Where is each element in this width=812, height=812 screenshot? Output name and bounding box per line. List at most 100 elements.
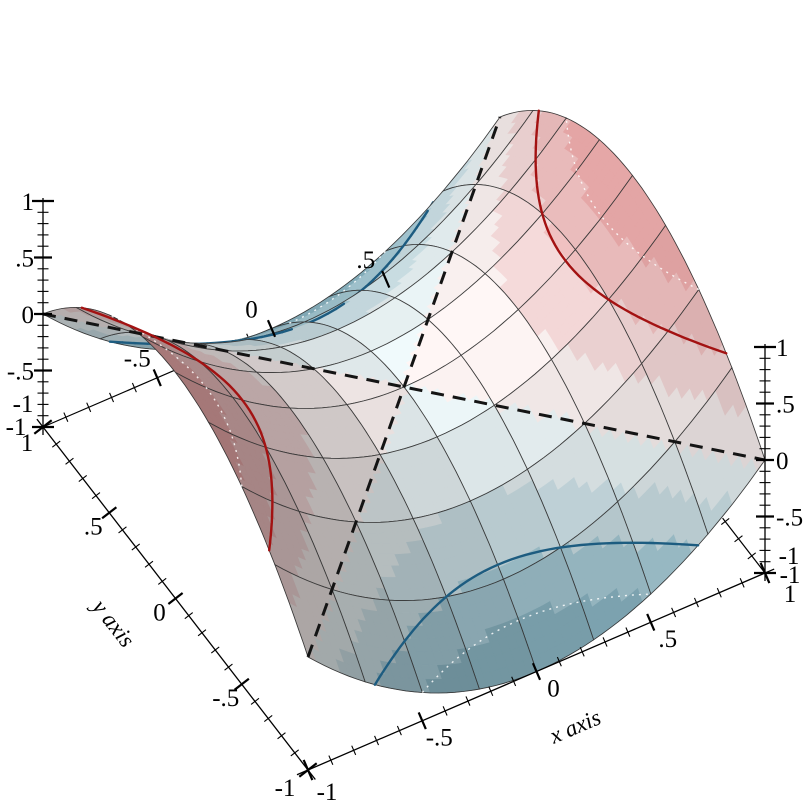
- contour-negative-back: [250, 335, 264, 341]
- contour-negative-back: [133, 341, 149, 345]
- y-tick-label: .5: [84, 514, 103, 541]
- axis-tick: [488, 686, 494, 697]
- axis-tick: [302, 759, 314, 781]
- axis-tick: [716, 587, 722, 598]
- axis-tick: [224, 663, 233, 671]
- axis-tick: [442, 706, 448, 716]
- surface: [41, 109, 766, 694]
- surface-cell: [559, 500, 652, 641]
- surface-cell: [508, 117, 600, 215]
- surface-cell: [199, 361, 291, 409]
- x-tick-label: .5: [658, 626, 677, 653]
- surface-cell: [574, 174, 667, 301]
- contour-negative-back: [385, 257, 395, 268]
- contour-negative-back: [391, 250, 401, 261]
- axis-tick: [531, 662, 542, 681]
- contour-positive-right: [534, 109, 728, 355]
- axis-tick: [625, 627, 631, 637]
- surface-cell: [427, 273, 519, 356]
- contours: [42, 109, 766, 693]
- axis-tick: [263, 715, 273, 723]
- axis-tick: [63, 412, 69, 422]
- axis-tick: [33, 419, 53, 435]
- back-y-axis-line: [722, 517, 766, 574]
- corner-label: -1: [317, 779, 338, 806]
- contour-negative-back: [378, 264, 388, 275]
- z-left-tick-label: 1: [22, 189, 35, 216]
- contour-negative-back: [326, 307, 338, 315]
- z-left-tick-label: 0: [22, 302, 35, 329]
- axis-tick: [197, 629, 207, 637]
- contour-negative-back: [108, 340, 124, 344]
- isoline-white-pos-left: [108, 314, 243, 487]
- axis-tick: [579, 646, 585, 657]
- surface-cell: [484, 213, 576, 311]
- contour-negative-back: [372, 271, 382, 282]
- contour-negative-back: [409, 226, 418, 237]
- z-right-tick-label: -.5: [776, 504, 803, 531]
- axis-tick: [351, 745, 357, 756]
- axis-tick: [734, 535, 743, 543]
- axis-tick: [693, 597, 699, 608]
- axis-tick: [465, 696, 471, 706]
- axis-tick: [747, 552, 757, 560]
- y-tick-label: 0: [153, 599, 166, 626]
- axis-tick: [671, 607, 677, 618]
- surface-cell: [255, 368, 348, 409]
- axis-tick: [266, 319, 277, 338]
- axis-tick: [51, 440, 61, 448]
- surface-cell: [412, 500, 504, 598]
- surface-cell: [541, 139, 634, 251]
- contour-negative-back: [415, 218, 424, 229]
- contour-negative-back: [334, 302, 346, 311]
- contour-negative-back: [317, 312, 329, 320]
- surface-cell: [526, 422, 619, 549]
- axis-tick: [511, 676, 517, 687]
- axis-tick: [759, 562, 771, 584]
- corner-label: 1: [784, 581, 797, 608]
- axis-tick: [374, 735, 380, 746]
- axis-tick: [290, 749, 300, 757]
- contour-negative-back: [280, 328, 293, 334]
- surface-cell: [288, 404, 381, 459]
- z-right-tick-label: 0: [776, 448, 789, 475]
- back-x-tick-label: -.5: [124, 346, 151, 373]
- axis-tick: [86, 402, 92, 413]
- contour-zero-dashed-2: [42, 312, 766, 462]
- axis-tick: [602, 637, 608, 647]
- axis-tick: [167, 592, 184, 605]
- axis-tick: [277, 732, 286, 740]
- surface-cell: [475, 109, 567, 193]
- y-axis-title: y axis: [86, 593, 139, 652]
- contour-negative-back: [397, 242, 407, 253]
- surface-cell: [641, 288, 733, 443]
- x-tick-label: 0: [547, 675, 560, 702]
- contour-negative-back: [421, 209, 429, 221]
- surface-cell: [445, 578, 538, 690]
- axis-tick: [78, 474, 88, 482]
- axis-tick: [417, 712, 427, 730]
- back-x-tick-label: .5: [356, 247, 375, 274]
- surface-cell: [279, 329, 372, 370]
- axis-tick: [381, 270, 391, 288]
- surface-cell: [304, 289, 396, 330]
- axis-tick: [152, 369, 162, 387]
- surface-cell: [166, 339, 258, 373]
- contour-negative-back: [121, 341, 137, 345]
- corner-label: -1: [13, 391, 34, 418]
- surface-cell: [583, 362, 676, 503]
- surface-cell: [550, 298, 643, 425]
- surface-cell: [346, 386, 438, 455]
- z-right-tick-label: .5: [776, 391, 795, 418]
- contour-zero-dashed-1: [306, 116, 502, 658]
- surface-cell: [175, 372, 267, 449]
- axis-tick: [556, 656, 562, 667]
- z-right-tick-label: 1: [776, 335, 789, 362]
- y-tick-label: -.5: [212, 685, 239, 712]
- contour-negative-back: [309, 316, 321, 324]
- axis-tick: [233, 677, 250, 691]
- axis-tick: [131, 543, 141, 551]
- axis-tick: [109, 392, 115, 403]
- contour-negative-back: [403, 234, 413, 245]
- axis-tick: [144, 560, 154, 568]
